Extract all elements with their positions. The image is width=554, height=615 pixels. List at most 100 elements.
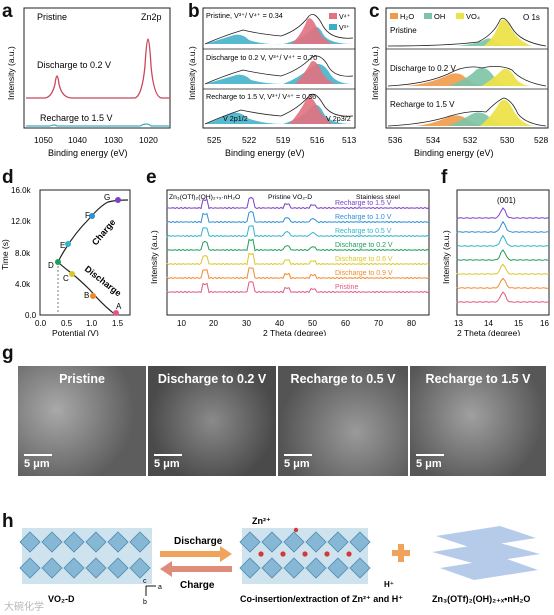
svg-text:c: c bbox=[143, 578, 147, 585]
sem-image-pristine: Pristine 5 μm bbox=[18, 366, 146, 476]
plot-frame bbox=[456, 189, 550, 316]
panel-label-e: e bbox=[146, 167, 157, 188]
svg-text:2 Theta (degree): 2 Theta (degree) bbox=[263, 328, 326, 336]
svg-text:D: D bbox=[48, 261, 54, 270]
svg-text:Stainless steel: Stainless steel bbox=[356, 194, 400, 201]
svg-text:0.0: 0.0 bbox=[35, 319, 47, 328]
svg-text:Potential (V): Potential (V) bbox=[52, 328, 99, 336]
svg-text:525: 525 bbox=[207, 135, 221, 145]
panel-c-xps-o1s: H₂O OH VO₄ O 1s Pristine Discharge to 0.… bbox=[370, 7, 549, 158]
svg-text:Zn₃(OTf)₂(OH)₂₊ₓ·nH₂O: Zn₃(OTf)₂(OH)₂₊ₓ·nH₂O bbox=[169, 194, 240, 201]
svg-text:O 1s: O 1s bbox=[523, 13, 540, 22]
plot-frame bbox=[385, 7, 549, 129]
panel-e-xrd: Recharge to 1.5 V Recharge to 1.0 V Rechar… bbox=[149, 189, 430, 336]
svg-text:16: 16 bbox=[540, 319, 549, 328]
svg-text:VO₄: VO₄ bbox=[466, 12, 480, 21]
svg-text:Charge: Charge bbox=[180, 580, 215, 591]
y-axis-label: Intensity (a.u.) bbox=[370, 46, 380, 100]
x-axis-label: Binding energy (eV) bbox=[414, 148, 494, 158]
svg-text:536: 536 bbox=[388, 135, 402, 145]
tick: 1050 bbox=[34, 135, 53, 145]
xrd-trace bbox=[166, 281, 430, 294]
corner-left: Pristine bbox=[37, 12, 67, 22]
xrd-trace bbox=[166, 196, 430, 210]
svg-text:Co-insertion/extraction of Zn²: Co-insertion/extraction of Zn²⁺ and H⁺ bbox=[240, 594, 403, 604]
svg-text:1.0: 1.0 bbox=[86, 319, 98, 328]
svg-text:4.0k: 4.0k bbox=[15, 280, 31, 289]
xrd-trace-label: Recharge to 1.0 V bbox=[335, 214, 392, 221]
y-axis-label: Intensity (a.u.) bbox=[6, 46, 16, 100]
svg-text:2 Theta (degree): 2 Theta (degree) bbox=[457, 328, 520, 336]
svg-text:20: 20 bbox=[209, 319, 218, 328]
row3-label: Recharge to 1.5 V, V³⁺/ V⁴⁺ = 0.36 bbox=[206, 92, 316, 101]
svg-text:0.0: 0.0 bbox=[25, 311, 37, 320]
svg-text:b: b bbox=[143, 599, 147, 606]
zoom-trace bbox=[456, 249, 550, 261]
xrd-trace-label: Discharge to 0.9 V bbox=[335, 270, 393, 277]
xrd-trace-label: Discharge to 0.6 V bbox=[335, 256, 393, 263]
row2-label: Discharge to 0.2 V, V³⁺/ V⁴⁺ = 0.70 bbox=[206, 53, 317, 62]
svg-text:Pristine: Pristine bbox=[390, 26, 417, 35]
tick: 1030 bbox=[104, 135, 123, 145]
svg-text:G: G bbox=[104, 193, 110, 202]
plot-frame bbox=[166, 189, 430, 316]
panel-label-h: h bbox=[2, 511, 14, 532]
svg-text:Pristine VO₂-D: Pristine VO₂-D bbox=[268, 194, 312, 201]
vo2-label: VO₂-D bbox=[48, 594, 75, 604]
tick: 1040 bbox=[68, 135, 87, 145]
svg-text:528: 528 bbox=[534, 135, 548, 145]
svg-text:530: 530 bbox=[500, 135, 514, 145]
tick: 1020 bbox=[139, 135, 158, 145]
svg-text:V⁴⁺: V⁴⁺ bbox=[339, 13, 351, 21]
svg-text:13: 13 bbox=[454, 319, 463, 328]
curve-recharge bbox=[26, 123, 170, 127]
svg-text:F: F bbox=[85, 211, 90, 220]
zoom-trace bbox=[456, 207, 550, 220]
sem-image-recharge-05: Recharge to 0.5 V 5 μm bbox=[278, 366, 408, 476]
y-axis-label: Intensity (a.u.) bbox=[187, 46, 197, 100]
corner-right: Zn2p bbox=[141, 12, 162, 22]
svg-text:Discharge: Discharge bbox=[174, 536, 223, 547]
row1-label: Pristine, V³⁺/ V⁴⁺ = 0.34 bbox=[206, 11, 283, 20]
svg-text:532: 532 bbox=[463, 135, 477, 145]
zoom-trace bbox=[456, 291, 550, 303]
svg-text:513: 513 bbox=[342, 135, 356, 145]
svg-text:12.0k: 12.0k bbox=[11, 217, 32, 226]
svg-text:8.0k: 8.0k bbox=[15, 249, 31, 258]
xrd-trace-label: Recharge to 1.5 V bbox=[335, 200, 392, 207]
svg-text:OH: OH bbox=[434, 12, 445, 21]
svg-text:C: C bbox=[63, 274, 69, 283]
svg-text:534: 534 bbox=[426, 135, 440, 145]
plot-frame bbox=[202, 7, 356, 129]
sem-image-recharge-15: Recharge to 1.5 V 5 μm bbox=[410, 366, 546, 476]
xrd-trace-label: Pristine bbox=[335, 284, 358, 291]
svg-text:10: 10 bbox=[177, 319, 186, 328]
svg-text:Time (s): Time (s) bbox=[0, 239, 10, 270]
zoom-trace bbox=[456, 220, 550, 233]
watermark: 大碗化学 bbox=[4, 602, 44, 613]
zoom-trace bbox=[456, 234, 550, 247]
svg-text:70: 70 bbox=[374, 319, 383, 328]
panel-h-schematic: VO₂-D c a b Discharge Charge Zn²⁺ H⁺ Co-… bbox=[19, 516, 540, 606]
svg-text:16.0k: 16.0k bbox=[11, 186, 32, 195]
peak1-label: V 2p1/2 bbox=[223, 114, 248, 123]
svg-text:40: 40 bbox=[275, 319, 284, 328]
svg-text:V³⁺: V³⁺ bbox=[339, 24, 350, 32]
vo2-lattice bbox=[19, 528, 152, 584]
panel-a-xps-zn2p: Pristine Zn2p Discharge to 0.2 V Recharg… bbox=[6, 7, 171, 158]
svg-text:a: a bbox=[158, 584, 162, 591]
peak2-label: V 2p3/2 bbox=[326, 114, 351, 123]
zn-inserted-lattice bbox=[239, 527, 371, 584]
panel-b-xps-v2p: Pristine, V³⁺/ V⁴⁺ = 0.34 V⁴⁺ V³⁺ Discha… bbox=[187, 7, 356, 158]
svg-text:Recharge to 1.5 V: Recharge to 1.5 V bbox=[390, 100, 455, 109]
x-axis-label: Binding energy (eV) bbox=[225, 148, 305, 158]
curve2-label: Recharge to 1.5 V bbox=[40, 113, 113, 123]
panel-label-g: g bbox=[2, 343, 14, 364]
sem-image-discharge: Discharge to 0.2 V 5 μm bbox=[148, 366, 276, 476]
svg-text:50: 50 bbox=[308, 319, 317, 328]
xrd-trace bbox=[166, 210, 430, 224]
zoom-trace bbox=[456, 263, 550, 275]
xrd-trace bbox=[166, 252, 430, 266]
svg-text:516: 516 bbox=[310, 135, 324, 145]
svg-text:14: 14 bbox=[484, 319, 493, 328]
